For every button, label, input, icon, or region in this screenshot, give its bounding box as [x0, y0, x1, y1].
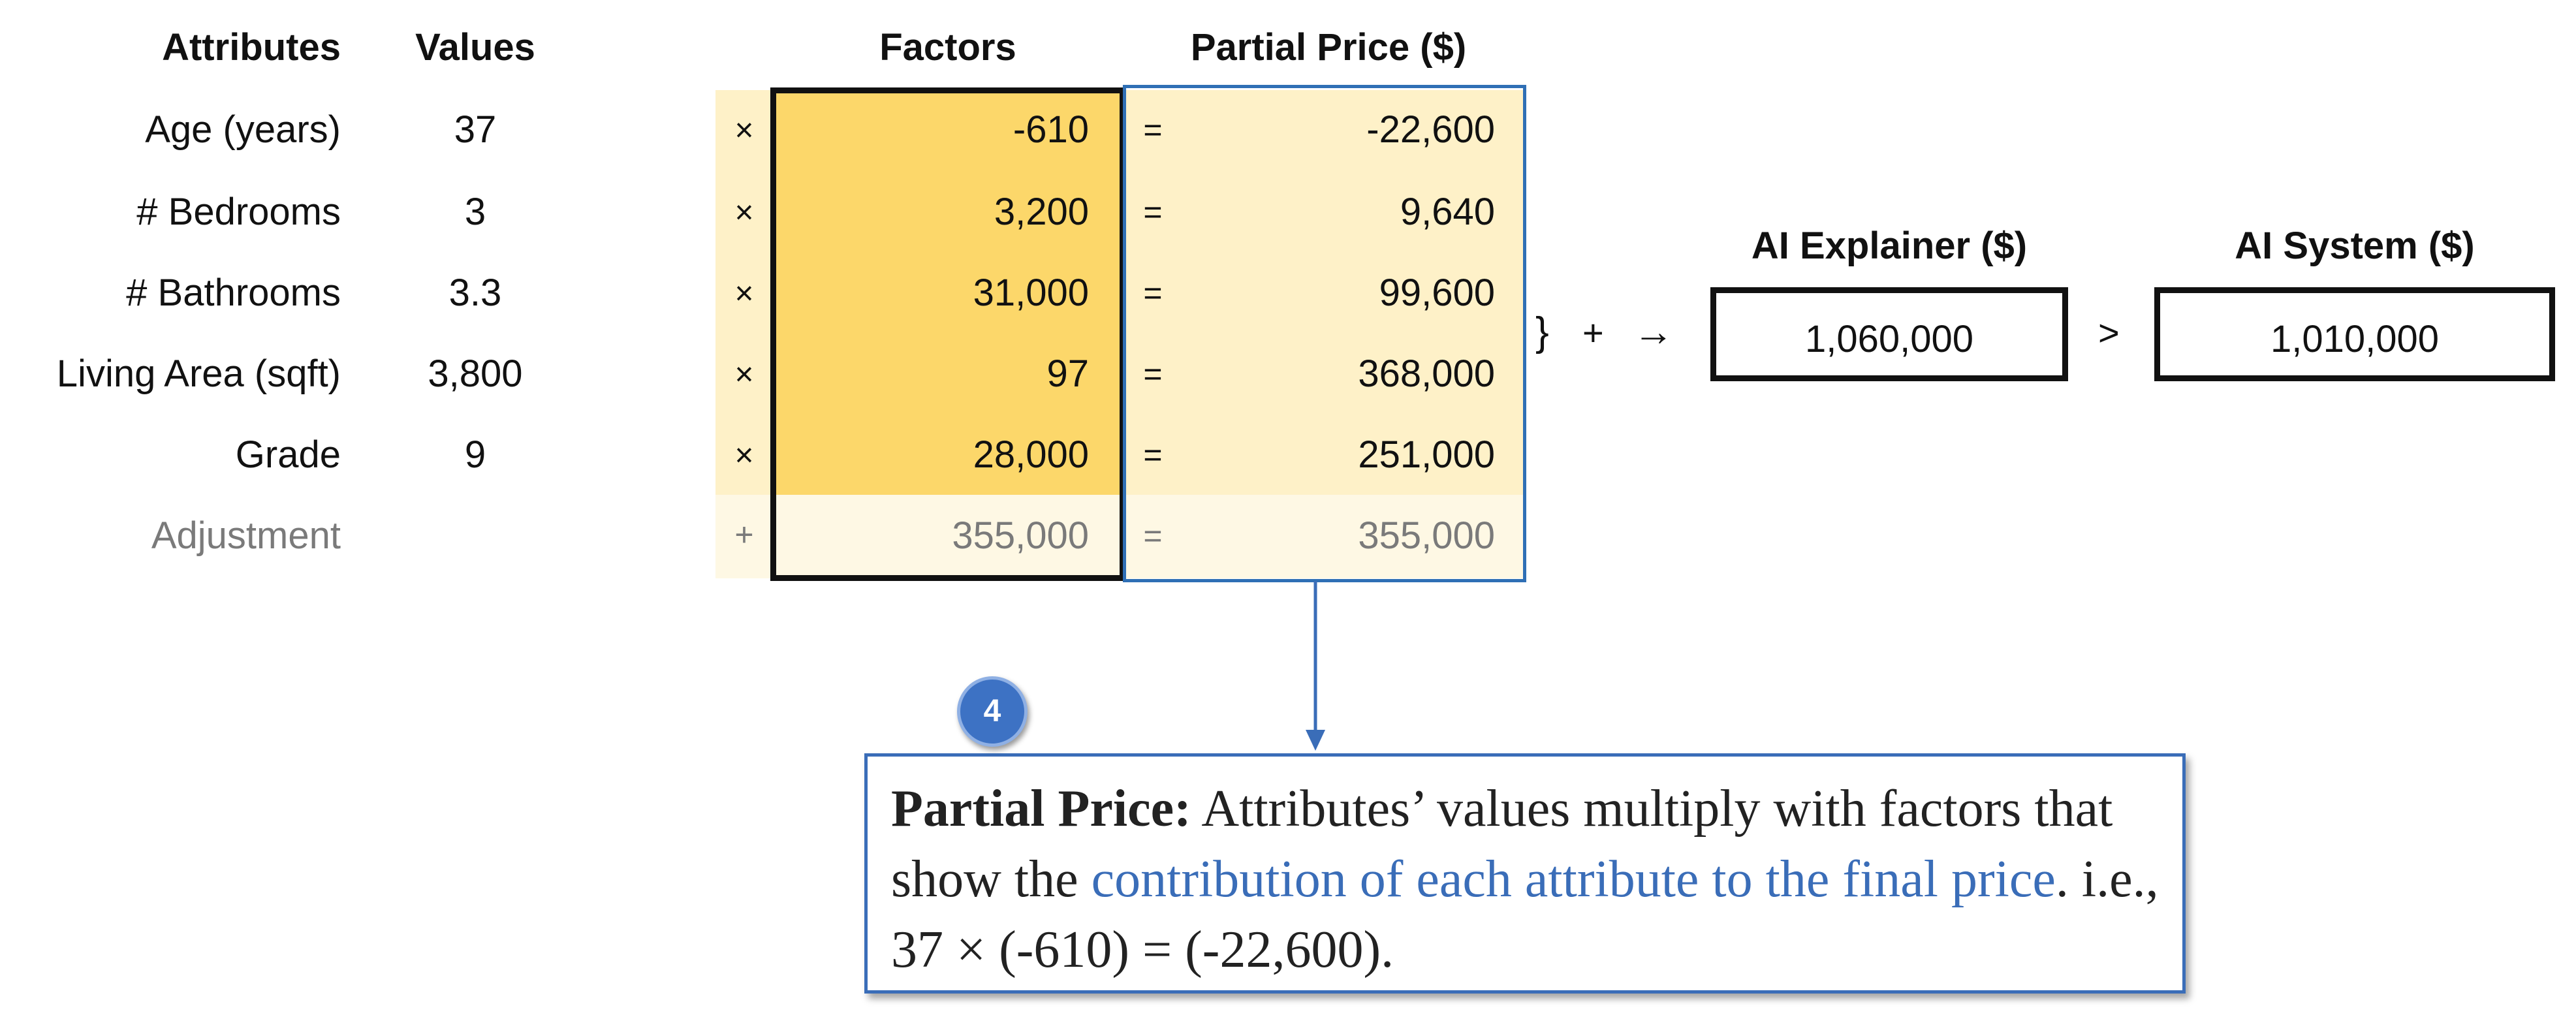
- callout-text-start: Attributes’ values multiply with factors…: [891, 780, 2113, 908]
- partial-price-header: Partial Price ($): [1190, 26, 1467, 69]
- row-age-partial: -22,600: [1366, 108, 1495, 151]
- row-grade-attribute: Grade: [235, 433, 341, 476]
- row-bathrooms-attribute: # Bathrooms: [126, 272, 341, 314]
- row-bathrooms-factor: 31,000: [973, 272, 1089, 314]
- ai-system-header: AI System ($): [2235, 225, 2475, 267]
- values-header: Values: [415, 26, 535, 69]
- row-age-equals: =: [1143, 112, 1163, 148]
- operator-adjust-fill: [715, 495, 773, 578]
- row-living-area-multiply: ×: [734, 356, 754, 392]
- callout-text-end: . i.e., 37 × (-610) = (-22,600).: [891, 851, 2159, 979]
- row-living-area-attribute: Living Area (sqft): [56, 352, 341, 395]
- attributes-header: Attributes: [162, 26, 341, 69]
- ai-system-value: 1,010,000: [2270, 318, 2440, 360]
- adjustment-plus: +: [734, 516, 754, 553]
- row-bathrooms-value: 3.3: [448, 272, 502, 314]
- factors-column-border: [770, 87, 1125, 581]
- row-living-area-partial: 368,000: [1358, 352, 1495, 395]
- sum-brace: }: [1535, 309, 1549, 354]
- row-grade-multiply: ×: [734, 437, 754, 473]
- ai-system-box: 1,010,000: [2154, 287, 2555, 381]
- ai-explainer-header: AI Explainer ($): [1751, 225, 2028, 267]
- greater-than-symbol: >: [2098, 312, 2120, 353]
- adjustment-attribute: Adjustment: [151, 514, 341, 557]
- row-age-value: 37: [454, 108, 497, 151]
- partial-price-column-border: [1123, 85, 1526, 582]
- row-grade-equals: =: [1143, 437, 1163, 473]
- row-grade-value: 9: [464, 433, 486, 476]
- adjustment-factor: 355,000: [952, 514, 1089, 557]
- row-bedrooms-value: 3: [464, 191, 486, 233]
- adjustment-partial: 355,000: [1358, 514, 1495, 557]
- row-bedrooms-multiply: ×: [734, 194, 754, 230]
- factors-fill: [773, 90, 1123, 495]
- row-living-area-value: 3,800: [428, 352, 523, 395]
- row-bathrooms-equals: =: [1143, 275, 1163, 311]
- row-age-multiply: ×: [734, 112, 754, 148]
- adjustment-equals: =: [1143, 518, 1163, 554]
- row-grade-partial: 251,000: [1358, 433, 1495, 476]
- row-bedrooms-equals: =: [1143, 194, 1163, 230]
- ai-explainer-box: 1,060,000: [1710, 287, 2068, 381]
- partial-fill: [1123, 90, 1524, 495]
- callout-highlight: contribution of each attribute to the fi…: [1091, 851, 2056, 908]
- row-grade-factor: 28,000: [973, 433, 1089, 476]
- callout-title: Partial Price:: [891, 780, 1191, 838]
- row-bedrooms-factor: 3,200: [994, 191, 1089, 233]
- connector-arrow: [1306, 581, 1325, 751]
- row-bathrooms-multiply: ×: [734, 275, 754, 311]
- factors-adjust-fill: [773, 495, 1123, 578]
- row-age-attribute: Age (years): [145, 108, 341, 151]
- row-bedrooms-attribute: # Bedrooms: [136, 191, 341, 233]
- factors-header: Factors: [879, 26, 1016, 69]
- partial-price-callout: Partial Price: Attributes’ values multip…: [864, 753, 2186, 994]
- result-arrow: →: [1633, 309, 1674, 354]
- row-living-area-equals: =: [1143, 356, 1163, 392]
- row-age-factor: -610: [1013, 108, 1089, 151]
- step-number-badge: 4: [957, 676, 1028, 747]
- row-bathrooms-partial: 99,600: [1379, 272, 1495, 314]
- partial-adjust-fill: [1123, 495, 1524, 578]
- row-bedrooms-partial: 9,640: [1400, 191, 1495, 233]
- row-living-area-factor: 97: [1046, 352, 1089, 395]
- sum-plus: +: [1582, 312, 1604, 353]
- ai-explainer-value: 1,060,000: [1804, 318, 1974, 360]
- operator-column-fill: [715, 90, 773, 495]
